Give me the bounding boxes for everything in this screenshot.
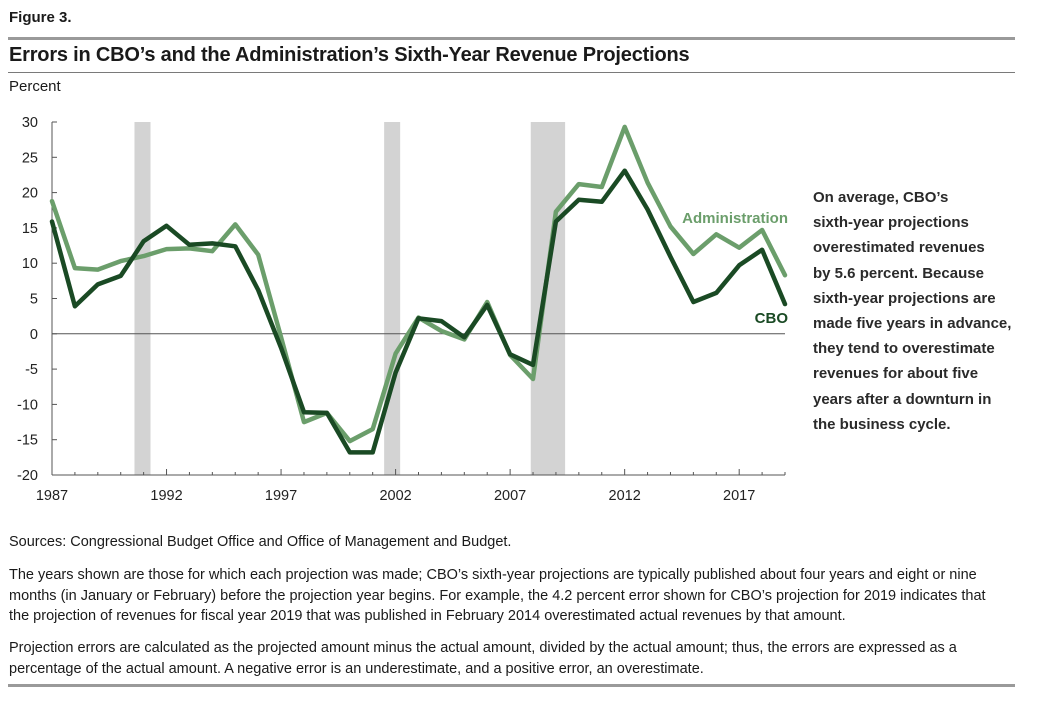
note-line: by 5.6 percent. Because [813,264,984,282]
series-line-cbo [49,168,788,455]
recession-bands [134,122,566,475]
note-line: revenues for about five [813,365,979,383]
y-axis: 30 25 20 15 10 5 0 -5 -10 -15 -20 [17,115,785,484]
series-line-administration [49,124,788,444]
x-axis: 1987 1992 1997 2002 2007 2012 2017 [36,469,786,504]
series-labels: Administration CBO [682,210,788,327]
y-tick-label: 5 [30,292,38,308]
y-tick-label: -20 [17,468,38,484]
note-line: years after a downturn in [813,390,992,408]
note-line: sixth-year projections are [813,289,996,307]
x-tick-label: 1992 [150,488,182,504]
series-label-administration: Administration [682,210,788,227]
note-line: the business cycle. [813,415,951,433]
series-label-cbo: CBO [755,310,789,327]
y-tick-label: 25 [22,150,38,166]
recession-band [384,122,401,475]
y-axis-unit: Percent [9,78,61,95]
title-rule [8,72,1015,73]
bottom-rule [8,684,1015,687]
y-tick-label: -15 [17,433,38,449]
y-tick-label: 10 [22,256,38,272]
top-rule [8,37,1015,40]
y-tick-label: -5 [25,362,38,378]
y-tick-label: 30 [22,115,38,131]
y-tick-label: -10 [17,397,38,413]
sources-text: Sources: Congressional Budget Office and… [9,534,512,550]
x-tick-label: 2002 [379,488,411,504]
chart-title: Errors in CBO’s and the Administration’s… [9,44,690,66]
annotation-note: On average, CBO’s sixth-year projections… [813,185,1018,437]
y-tick-label: 20 [22,186,38,202]
x-tick-label: 2007 [494,488,526,504]
y-tick-label: 15 [22,221,38,237]
y-tick-label: 0 [30,327,38,343]
x-tick-label: 2012 [609,488,641,504]
note-line: overestimated revenues [813,239,985,257]
x-tick-label: 1997 [265,488,297,504]
recession-band [134,122,151,475]
series-lines [49,124,788,455]
note-line: sixth-year projections [813,214,969,232]
note-line: On average, CBO’s [813,189,949,206]
line-chart: 30 25 20 15 10 5 0 -5 -10 -15 -20 1987 1992 1997 2002… [17,115,788,504]
x-tick-label: 1987 [36,488,68,504]
recession-band [530,122,566,475]
note-line: made five years in advance, [813,315,1012,333]
figure-label: Figure 3. [9,9,72,26]
x-tick-label: 2017 [723,488,755,504]
note-paragraph-years: The years shown are those for which each… [9,567,986,624]
note-paragraph-errors: Projection errors are calculated as the … [9,640,957,677]
note-line: they tend to overestimate [813,340,995,358]
